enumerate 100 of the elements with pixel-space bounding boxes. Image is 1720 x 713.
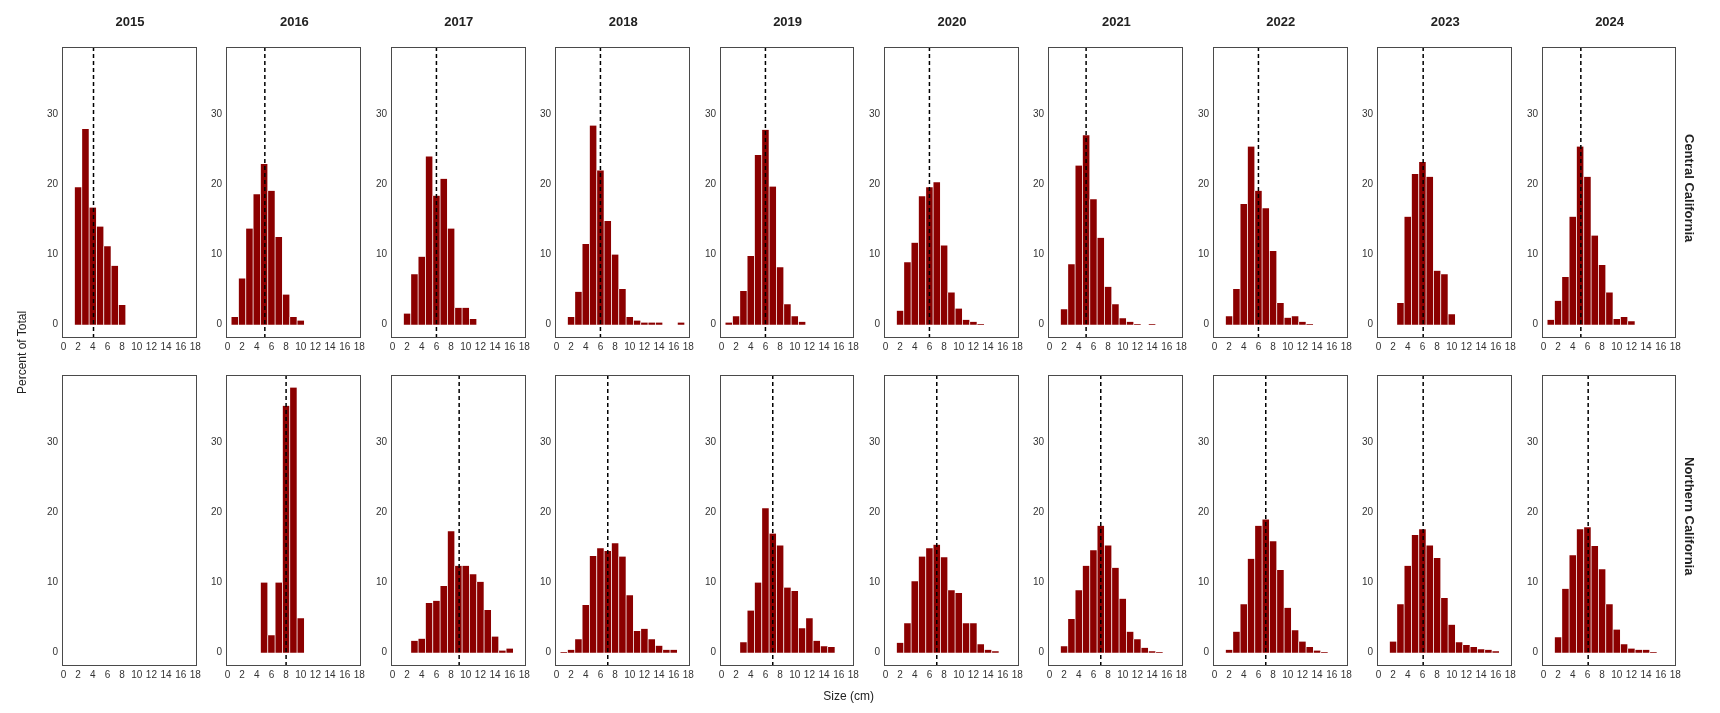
x-tick-label: 12 <box>639 340 651 352</box>
y-tick-label: 30 <box>868 108 881 120</box>
y-tick-label: 0 <box>1367 646 1374 658</box>
x-tick-label: 12 <box>1625 340 1637 352</box>
x-tick-label: 14 <box>653 668 666 680</box>
x-tick-label: 10 <box>131 340 143 352</box>
y-tick-label: 0 <box>545 318 552 330</box>
x-tick-label: 2 <box>897 668 904 680</box>
y-axis-title: Percent of Total <box>14 309 30 396</box>
y-tick-label: 20 <box>868 506 881 518</box>
x-tick-label: 18 <box>1011 340 1024 352</box>
y-tick-label: 0 <box>216 646 223 658</box>
x-tick-label: 12 <box>1132 668 1144 680</box>
x-tick-label: 18 <box>1505 668 1517 680</box>
x-tick-label: 14 <box>489 668 501 680</box>
x-tick-label: 0 <box>60 668 67 680</box>
x-tick-label: 4 <box>1076 340 1083 352</box>
x-tick-label: 0 <box>1375 668 1382 680</box>
x-tick-label: 18 <box>189 668 202 680</box>
x-tick-label: 14 <box>160 340 173 352</box>
x-tick-label: 10 <box>1446 340 1458 352</box>
y-tick-label: 30 <box>868 436 881 448</box>
x-tick-label: 18 <box>683 340 695 352</box>
x-tick-label: 12 <box>310 668 322 680</box>
y-tick-label: 10 <box>704 576 717 588</box>
x-tick-label: 0 <box>882 668 889 680</box>
x-tick-label: 2 <box>1226 340 1233 352</box>
x-tick-label: 2 <box>732 340 739 352</box>
chart-title: 2024 <box>1594 14 1626 29</box>
x-tick-label: 10 <box>1117 668 1130 680</box>
x-tick-label: 16 <box>175 340 187 352</box>
y-tick-label: 0 <box>216 318 223 330</box>
x-tick-label: 8 <box>448 668 455 680</box>
x-tick-label: 2 <box>1390 340 1397 352</box>
x-tick-label: 18 <box>1340 668 1353 680</box>
x-tick-label: 8 <box>448 340 455 352</box>
x-tick-label: 10 <box>131 668 143 680</box>
y-tick-label: 10 <box>1362 248 1374 260</box>
x-tick-label: 4 <box>1240 340 1247 352</box>
chart-title: 2022 <box>1265 14 1297 29</box>
y-tick-label: 30 <box>1197 436 1210 448</box>
x-tick-label: 0 <box>718 340 725 352</box>
x-tick-label: 0 <box>389 340 396 352</box>
x-tick-label: 4 <box>912 340 918 352</box>
x-tick-label: 6 <box>597 668 604 680</box>
y-tick-label: 30 <box>540 436 552 448</box>
x-tick-label: 16 <box>832 340 845 352</box>
x-tick-label: 4 <box>912 668 918 680</box>
y-tick-label: 30 <box>375 436 388 448</box>
y-tick-label: 10 <box>46 248 59 260</box>
x-tick-label: 2 <box>75 668 82 680</box>
y-tick-label: 0 <box>1532 646 1539 658</box>
x-tick-label: 8 <box>1598 340 1605 352</box>
x-tick-label: 6 <box>433 668 440 680</box>
x-tick-label: 8 <box>119 668 126 680</box>
y-tick-label: 20 <box>540 178 552 190</box>
x-tick-label: 2 <box>1554 668 1561 680</box>
y-tick-label: 0 <box>1038 318 1045 330</box>
x-tick-label: 6 <box>1419 340 1426 352</box>
y-tick-label: 10 <box>1033 576 1045 588</box>
x-tick-label: 4 <box>1405 340 1412 352</box>
x-tick-label: 10 <box>1446 668 1458 680</box>
y-tick-label: 0 <box>381 646 388 658</box>
x-tick-label: 0 <box>1211 340 1218 352</box>
x-tick-label: 8 <box>1270 340 1277 352</box>
x-tick-label: 2 <box>1226 668 1233 680</box>
y-tick-label: 20 <box>375 178 388 190</box>
x-tick-label: 2 <box>1061 668 1068 680</box>
x-tick-label: 12 <box>1296 668 1309 680</box>
x-tick-label: 4 <box>418 668 425 680</box>
x-tick-label: 10 <box>624 340 636 352</box>
x-tick-label: 4 <box>90 340 96 352</box>
x-tick-label: 18 <box>1176 340 1188 352</box>
x-tick-label: 18 <box>1340 340 1353 352</box>
x-tick-label: 18 <box>847 668 859 680</box>
x-tick-label: 12 <box>967 340 980 352</box>
y-tick-label: 30 <box>1526 436 1539 448</box>
y-tick-label: 20 <box>46 178 59 190</box>
y-tick-label: 30 <box>1362 436 1374 448</box>
y-tick-label: 20 <box>868 178 881 190</box>
y-tick-label: 30 <box>1362 108 1374 120</box>
x-tick-label: 14 <box>1640 340 1652 352</box>
x-tick-label: 0 <box>882 340 889 352</box>
x-tick-label: 8 <box>1434 668 1441 680</box>
x-tick-label: 10 <box>1610 668 1623 680</box>
x-tick-label: 6 <box>597 340 604 352</box>
x-tick-label: 12 <box>803 668 815 680</box>
x-tick-label: 0 <box>553 668 560 680</box>
x-tick-label: 18 <box>354 340 366 352</box>
x-tick-label: 4 <box>1240 668 1247 680</box>
x-tick-label: 18 <box>1176 668 1188 680</box>
y-tick-label: 30 <box>1526 108 1539 120</box>
y-tick-label: 30 <box>375 108 388 120</box>
y-tick-label: 20 <box>1197 178 1210 190</box>
x-tick-label: 6 <box>762 668 769 680</box>
y-tick-label: 10 <box>1362 576 1374 588</box>
x-tick-label: 4 <box>418 340 425 352</box>
x-tick-label: 6 <box>1584 340 1591 352</box>
x-tick-label: 6 <box>1584 668 1591 680</box>
y-tick-label: 10 <box>540 248 552 260</box>
